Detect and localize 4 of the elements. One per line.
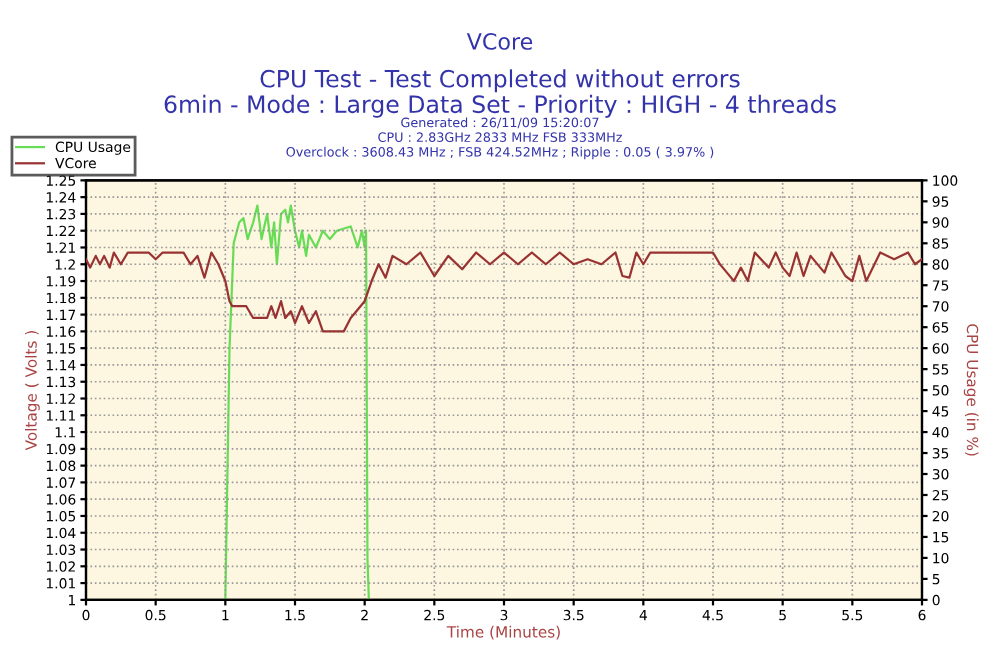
chart-title: VCore: [466, 33, 533, 50]
line-series: [224, 204, 370, 600]
line-series: [86, 251, 922, 333]
chart-subtitle: CPU Test - Test Completed without errors 6min - Mode : Large Data Set - Priority : HIGH - 4 threads: [164, 69, 836, 118]
